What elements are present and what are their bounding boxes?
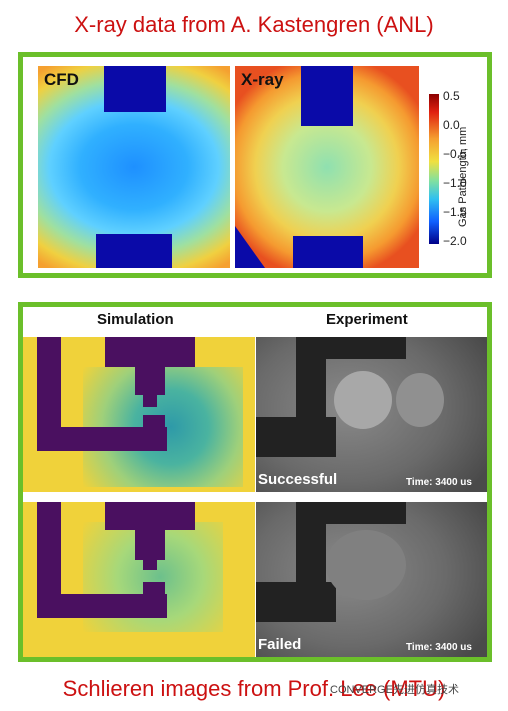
colorbar [429, 94, 439, 244]
cfd-image: CFD [38, 66, 230, 268]
experiment-header: Experiment [326, 311, 408, 328]
experiment-image-failed: Failed Time: 3400 us [256, 502, 487, 657]
bottom-title: Schlieren images from Prof. Lee (MTU) [62, 676, 446, 701]
colorbar-tick: −1.0 [443, 176, 467, 190]
cfd-label: CFD [44, 70, 79, 89]
xray-panel: CFD X-ray 0.5 0.0 −0.5 −1.0 −1.5 −2.0 Ga… [18, 52, 492, 278]
simulation-header: Simulation [97, 311, 174, 328]
xray-label: X-ray [241, 70, 284, 89]
colorbar-tick: −2.0 [443, 234, 467, 248]
simulation-image-successful [23, 337, 255, 492]
xray-image: X-ray [235, 66, 419, 268]
time-failed: Time: 3400 us [406, 642, 472, 653]
colorbar-tick: −0.5 [443, 147, 467, 161]
colorbar-label: Gas Pathlength, mm [457, 126, 469, 227]
caption-successful: Successful [258, 471, 338, 488]
time-successful: Time: 3400 us [406, 477, 472, 488]
schlieren-panel: Simulation Experiment Successful Time: 3… [18, 302, 492, 662]
colorbar-tick: 0.0 [443, 118, 460, 132]
watermark: CONVERGE先进仿真技术 [330, 684, 459, 696]
top-title: X-ray data from A. Kastengren (ANL) [74, 12, 434, 37]
experiment-image-successful: Successful Time: 3400 us [256, 337, 487, 492]
colorbar-tick: 0.5 [443, 89, 460, 103]
colorbar-tick: −1.5 [443, 205, 467, 219]
simulation-image-failed [23, 502, 255, 657]
caption-failed: Failed [258, 636, 302, 653]
